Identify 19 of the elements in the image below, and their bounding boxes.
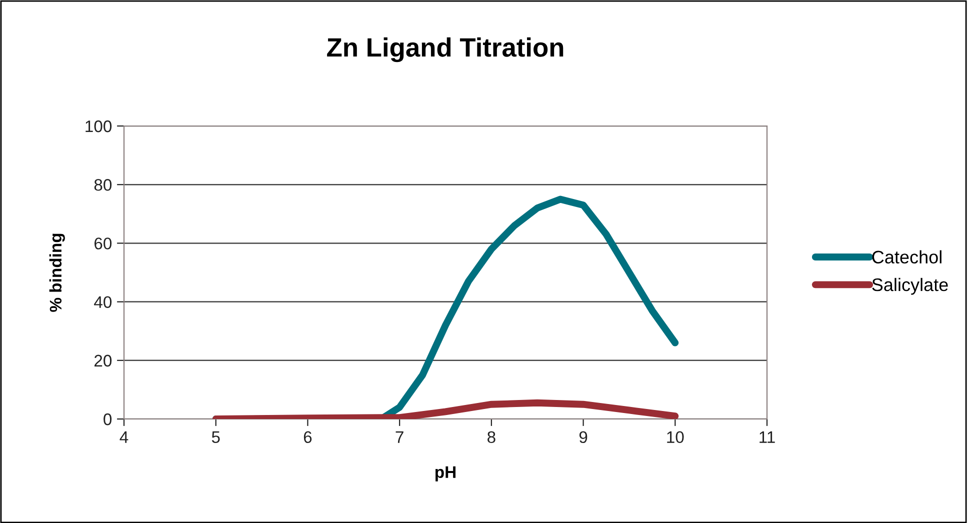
- y-tick-label: 0: [104, 413, 112, 426]
- y-tick-label: 80: [94, 179, 112, 191]
- legend-label: Salicylate: [872, 278, 948, 295]
- y-tick-label: 60: [94, 238, 112, 250]
- x-tick-label: 4: [120, 431, 128, 443]
- y-tick-label: 20: [94, 354, 112, 367]
- x-tick-label: 10: [667, 431, 684, 444]
- x-axis-title: pH: [435, 466, 456, 482]
- x-tick-label: 6: [304, 431, 312, 444]
- x-tick-label: 11: [760, 431, 775, 443]
- legend-label: Catechol: [872, 250, 942, 264]
- x-tick-label: 7: [396, 431, 404, 443]
- y-axis-title: % binding: [49, 234, 65, 312]
- x-tick-label: 5: [212, 431, 220, 444]
- y-tick-label: 40: [94, 296, 112, 308]
- x-tick-label: 9: [579, 431, 588, 444]
- x-tick-label: 8: [488, 431, 496, 444]
- y-tick-label: 100: [86, 120, 112, 132]
- chart-title: Zn Ligand Titration: [327, 37, 564, 62]
